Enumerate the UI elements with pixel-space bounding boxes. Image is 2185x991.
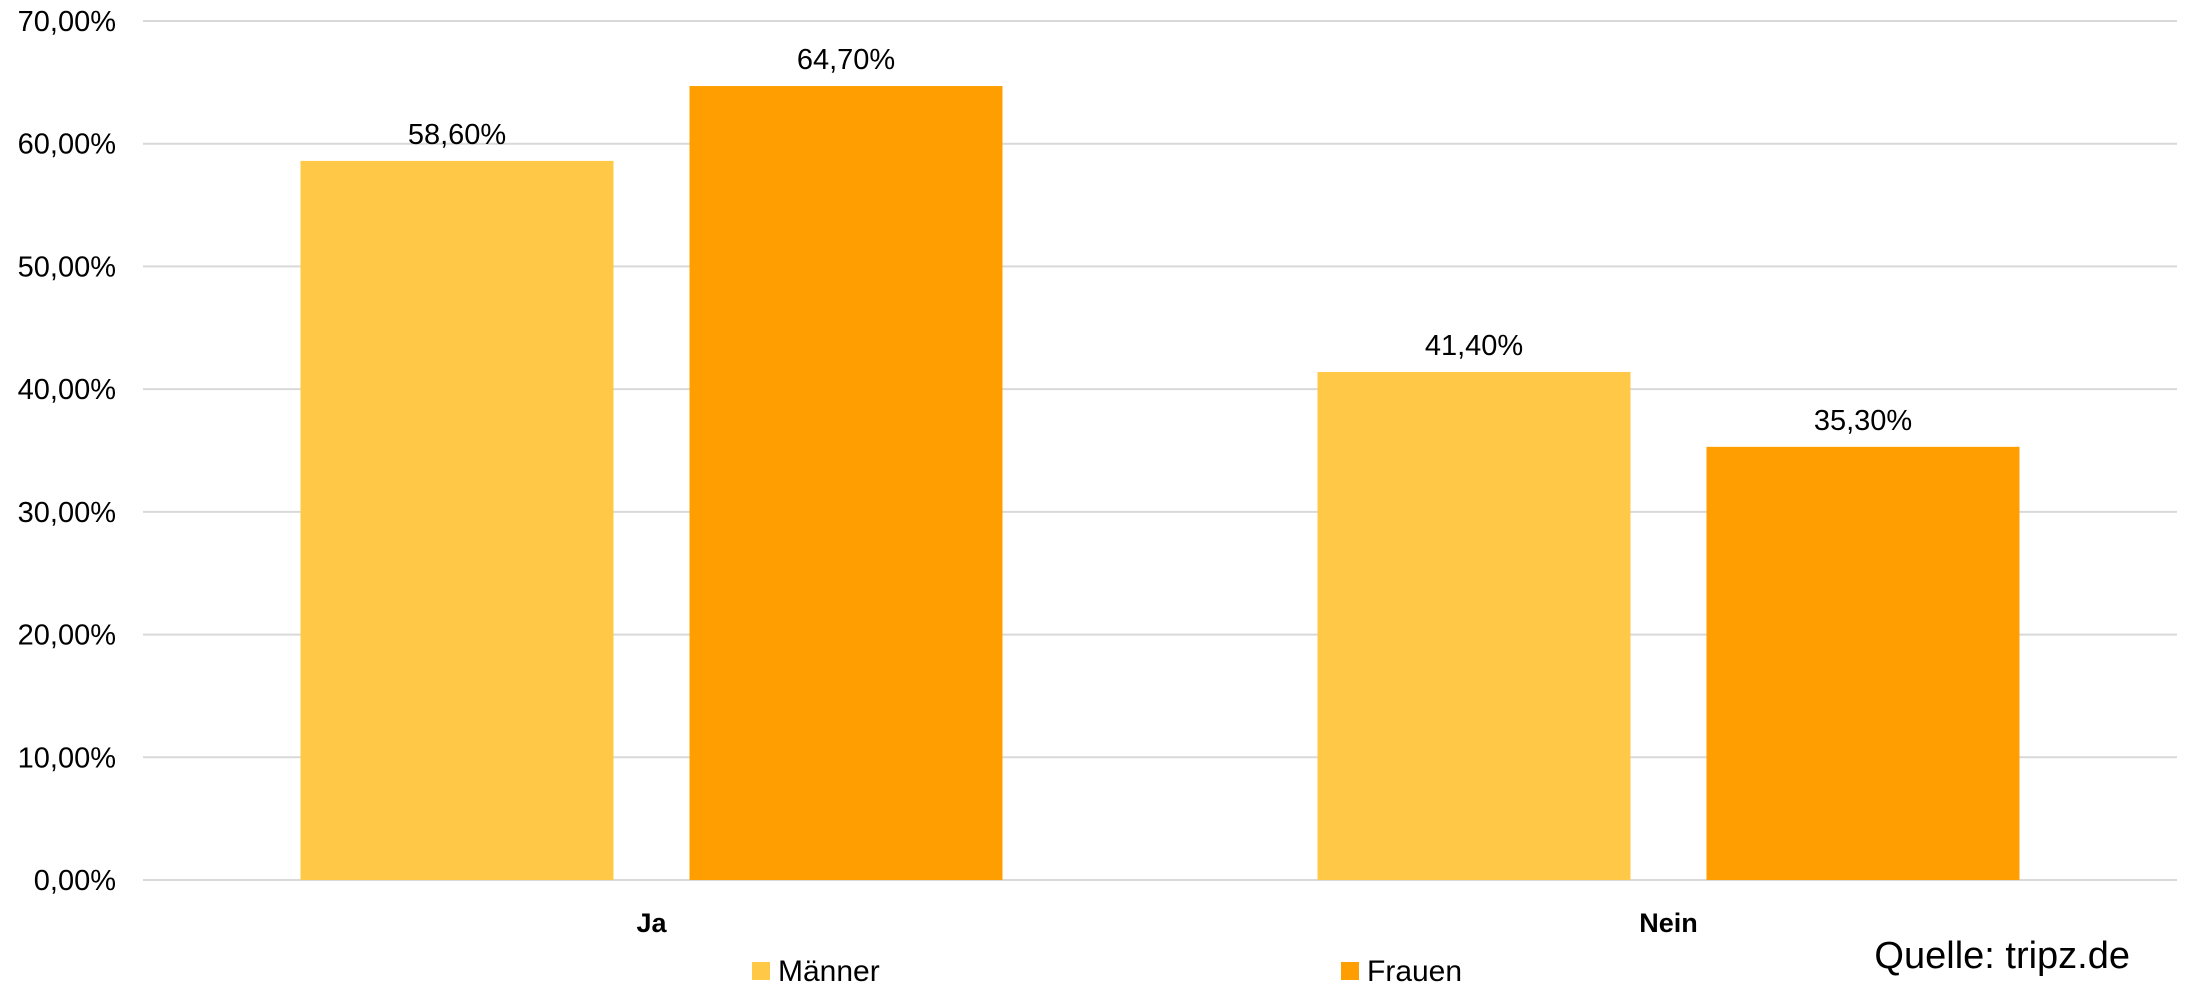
data-label: 58,60% [408, 119, 506, 151]
data-labels: 58,60% 64,70% 41,40% 35,30% [408, 44, 1912, 437]
bars [300, 86, 2020, 880]
y-tick-label: 50,00% [18, 251, 116, 283]
legend-swatch [1341, 962, 1359, 980]
y-tick-label: 20,00% [18, 620, 116, 652]
y-tick-label: 30,00% [18, 497, 116, 529]
y-tick-label: 10,00% [18, 742, 116, 774]
x-axis-category-labels: Ja Nein [636, 908, 1697, 938]
bar-ja-0 [300, 160, 614, 880]
legend-swatch [752, 962, 770, 980]
y-tick-label: 0,00% [34, 865, 116, 897]
legend-label: Frauen [1367, 955, 1462, 988]
data-label: 64,70% [797, 44, 895, 76]
data-label: 41,40% [1425, 330, 1523, 362]
y-tick-label: 60,00% [18, 129, 116, 161]
bar-nein-0 [1317, 371, 1631, 880]
data-label: 35,30% [1814, 405, 1912, 437]
legend: Männer Frauen [752, 955, 1462, 988]
bar-ja-1 [689, 86, 1003, 880]
source-note: Quelle: tripz.de [1874, 935, 2130, 977]
y-tick-label: 70,00% [18, 6, 116, 38]
y-axis-tick-labels: 0,00% 10,00% 20,00% 30,00% 40,00% 50,00% 60,00… [18, 6, 116, 897]
y-tick-label: 40,00% [18, 374, 116, 406]
legend-label: Männer [778, 955, 880, 988]
category-label-nein: Nein [1639, 908, 1698, 938]
category-label-ja: Ja [636, 908, 667, 938]
bar-nein-1 [1706, 446, 2020, 880]
